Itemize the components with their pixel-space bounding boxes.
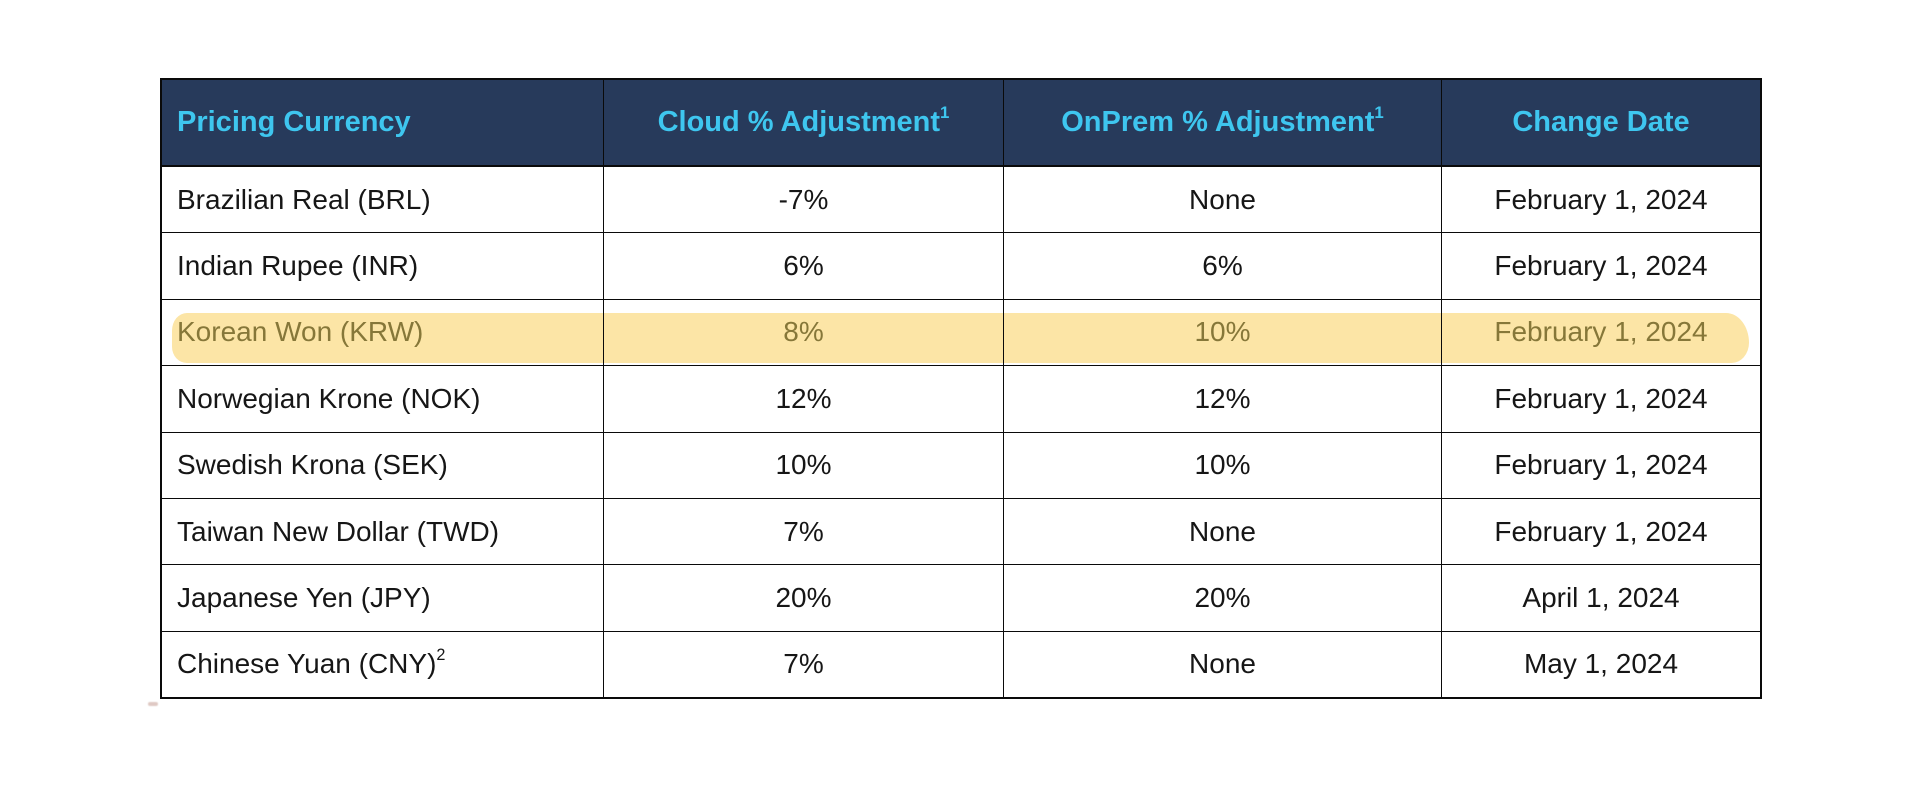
- cell-cloud-adjustment: 12%: [604, 366, 1004, 432]
- cell-change-date: May 1, 2024: [1442, 632, 1760, 697]
- cell-onprem-adjustment: 10%: [1004, 299, 1442, 366]
- highlighter-stroke: [172, 313, 1749, 363]
- header-label: Pricing Currency: [177, 106, 411, 138]
- change-date-value: February 1, 2024: [1494, 515, 1708, 547]
- currency-label: Japanese Yen (JPY): [177, 581, 431, 613]
- cell-currency: Swedish Krona (SEK): [162, 432, 604, 498]
- cell-onprem-adjustment: None: [1004, 167, 1442, 233]
- cell-change-date: February 1, 2024: [1442, 300, 1760, 365]
- currency-label: Indian Rupee (INR): [177, 250, 419, 282]
- table-body: Brazilian Real (BRL) -7% None February 1…: [162, 167, 1760, 697]
- table-header-row: Pricing Currency Cloud % Adjustment 1 OnP…: [162, 80, 1760, 167]
- onprem-adjustment-value: None: [1189, 515, 1256, 547]
- cell-cloud-adjustment: 10%: [604, 432, 1004, 498]
- cloud-adjustment-value: 6%: [783, 250, 824, 282]
- cell-onprem-adjustment: 6%: [1004, 233, 1442, 299]
- table-row: Norwegian Krone (NOK) 12% 12% February 1…: [162, 366, 1760, 433]
- change-date-value: February 1, 2024: [1494, 250, 1708, 282]
- cell-change-date: April 1, 2024: [1442, 565, 1760, 630]
- cell-onprem-adjustment: 12%: [1004, 366, 1442, 432]
- header-cell-pricing-currency: Pricing Currency: [162, 80, 604, 165]
- cell-onprem-adjustment: None: [1004, 631, 1442, 697]
- cloud-adjustment-value: 7%: [783, 648, 824, 680]
- table-row: Taiwan New Dollar (TWD) 7% None February…: [162, 498, 1760, 566]
- cell-currency: Chinese Yuan (CNY) 2: [162, 631, 604, 697]
- currency-label: Korean Won (KRW): [177, 316, 424, 348]
- change-date-value: February 1, 2024: [1494, 449, 1708, 481]
- table-row: Japanese Yen (JPY) 20% 20% April 1, 2024: [162, 565, 1760, 632]
- cell-change-date: February 1, 2024: [1442, 499, 1760, 564]
- cell-onprem-adjustment: 20%: [1004, 565, 1442, 631]
- header-cell-cloud-adjustment: Cloud % Adjustment 1: [604, 80, 1004, 165]
- cell-cloud-adjustment: -7%: [604, 167, 1004, 233]
- cell-change-date: February 1, 2024: [1442, 167, 1760, 232]
- cloud-adjustment-value: 20%: [775, 581, 832, 613]
- onprem-adjustment-value: 20%: [1194, 581, 1251, 613]
- cloud-adjustment-value: 8%: [783, 316, 824, 348]
- change-date-value: February 1, 2024: [1494, 316, 1708, 348]
- table-row: Brazilian Real (BRL) -7% None February 1…: [162, 167, 1760, 234]
- cell-currency: Norwegian Krone (NOK): [162, 366, 604, 432]
- cell-change-date: February 1, 2024: [1442, 233, 1760, 298]
- header-label: Cloud % Adjustment: [657, 106, 941, 138]
- onprem-adjustment-value: 10%: [1194, 316, 1251, 348]
- currency-label: Chinese Yuan (CNY): [177, 648, 437, 680]
- header-cell-onprem-adjustment: OnPrem % Adjustment 1: [1004, 80, 1442, 165]
- onprem-adjustment-value: None: [1189, 183, 1256, 215]
- cell-cloud-adjustment: 20%: [604, 565, 1004, 631]
- cell-cloud-adjustment: 7%: [604, 498, 1004, 565]
- currency-label: Taiwan New Dollar (TWD): [177, 515, 500, 547]
- change-date-value: February 1, 2024: [1494, 382, 1708, 414]
- cell-cloud-adjustment: 8%: [604, 299, 1004, 366]
- cell-currency: Taiwan New Dollar (TWD): [162, 498, 604, 565]
- onprem-adjustment-value: None: [1189, 648, 1256, 680]
- footnote-artifact: [148, 702, 158, 706]
- pricing-table: Pricing Currency Cloud % Adjustment 1 OnP…: [160, 78, 1762, 699]
- cell-cloud-adjustment: 7%: [604, 631, 1004, 697]
- cell-onprem-adjustment: 10%: [1004, 432, 1442, 498]
- cell-onprem-adjustment: None: [1004, 498, 1442, 565]
- table-row: Indian Rupee (INR) 6% 6% February 1, 202…: [162, 233, 1760, 300]
- cell-change-date: February 1, 2024: [1442, 366, 1760, 431]
- cell-currency: Japanese Yen (JPY): [162, 565, 604, 631]
- cell-currency: Indian Rupee (INR): [162, 233, 604, 299]
- onprem-adjustment-value: 12%: [1194, 382, 1251, 414]
- cloud-adjustment-value: 7%: [783, 515, 824, 547]
- cloud-adjustment-value: 10%: [775, 449, 832, 481]
- table-row: Korean Won (KRW) 8% 10% February 1, 2024: [162, 299, 1760, 367]
- onprem-adjustment-value: 6%: [1202, 250, 1243, 282]
- table-row: Chinese Yuan (CNY) 2 7% None May 1, 2024: [162, 631, 1760, 697]
- table-row: Swedish Krona (SEK) 10% 10% February 1, …: [162, 432, 1760, 499]
- change-date-value: April 1, 2024: [1522, 581, 1680, 613]
- change-date-value: May 1, 2024: [1523, 648, 1679, 680]
- cloud-adjustment-value: -7%: [778, 183, 829, 215]
- cloud-adjustment-value: 12%: [775, 382, 832, 414]
- cell-change-date: February 1, 2024: [1442, 433, 1760, 498]
- currency-label: Brazilian Real (BRL): [177, 183, 431, 215]
- cell-currency: Brazilian Real (BRL): [162, 167, 604, 233]
- header-cell-change-date: Change Date: [1442, 80, 1760, 165]
- cell-cloud-adjustment: 6%: [604, 233, 1004, 299]
- header-label: Change Date: [1512, 106, 1690, 138]
- onprem-adjustment-value: 10%: [1194, 449, 1251, 481]
- currency-label: Swedish Krona (SEK): [177, 449, 448, 481]
- cell-currency: Korean Won (KRW): [162, 299, 604, 366]
- currency-label: Norwegian Krone (NOK): [177, 382, 481, 414]
- header-label: OnPrem % Adjustment: [1061, 106, 1375, 138]
- change-date-value: February 1, 2024: [1494, 183, 1708, 215]
